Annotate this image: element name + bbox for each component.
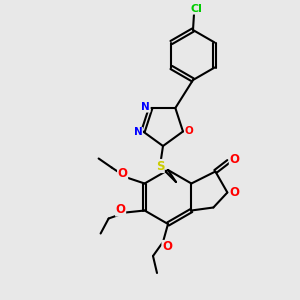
Text: S: S xyxy=(156,160,164,172)
Text: N: N xyxy=(141,102,150,112)
Text: O: O xyxy=(230,186,239,199)
Text: N: N xyxy=(134,128,142,137)
Text: O: O xyxy=(162,241,172,254)
Text: O: O xyxy=(230,153,239,166)
Text: O: O xyxy=(184,127,193,136)
Text: O: O xyxy=(118,167,128,180)
Text: Cl: Cl xyxy=(190,4,202,14)
Text: O: O xyxy=(116,203,126,216)
